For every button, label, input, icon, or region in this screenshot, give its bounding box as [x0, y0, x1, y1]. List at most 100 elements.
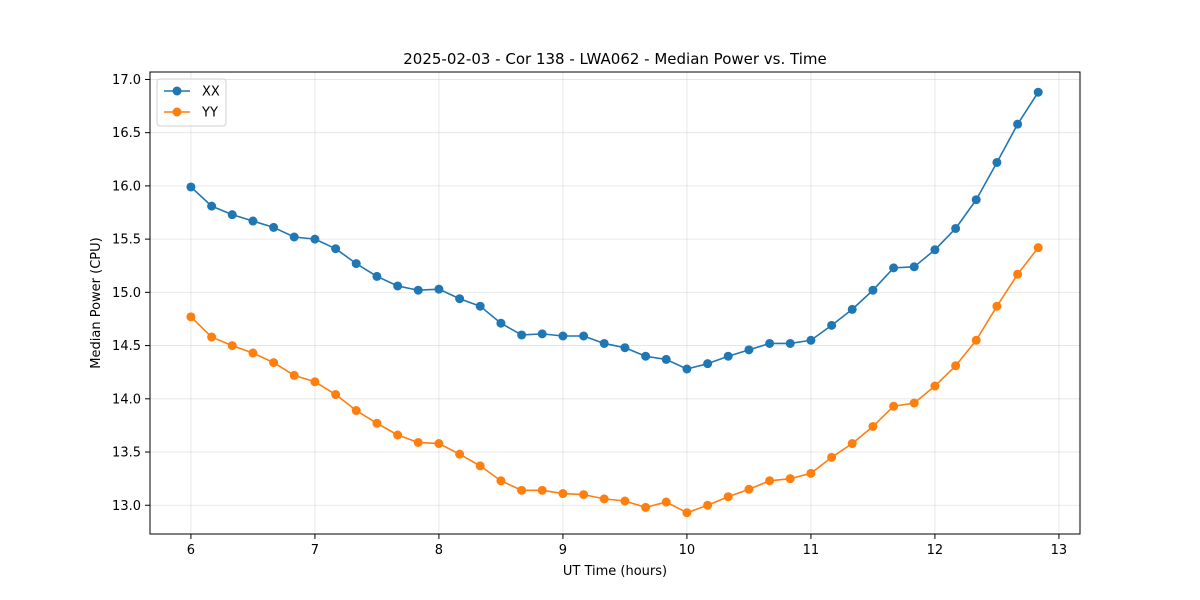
y-tick-label: 14.5: [112, 339, 141, 354]
data-point-yy: [682, 508, 692, 518]
data-point-xx: [517, 330, 527, 340]
data-point-xx: [1013, 119, 1023, 129]
data-point-xx: [620, 343, 630, 353]
data-point-xx: [930, 245, 940, 255]
y-tick-label: 16.5: [112, 126, 141, 141]
data-point-yy: [661, 497, 671, 507]
data-point-xx: [806, 335, 816, 345]
tick-layer: 6 7 8 9 10 11 12 13 13.0 13.5 14.0 14.5 15.0 15.5 16.0…: [112, 73, 1067, 558]
y-tick-label: 16.0: [112, 179, 141, 194]
data-point-xx: [269, 222, 279, 232]
x-tick-label: 13: [1051, 543, 1068, 558]
data-point-xx: [723, 351, 733, 361]
data-point-yy: [579, 490, 589, 500]
data-point-yy: [641, 502, 651, 512]
data-point-yy: [889, 401, 899, 411]
y-tick-label: 17.0: [112, 73, 141, 88]
x-tick-label: 11: [803, 543, 820, 558]
data-point-yy: [310, 377, 320, 387]
data-point-yy: [455, 449, 465, 459]
data-point-yy: [1013, 269, 1023, 279]
y-tick-label: 15.5: [112, 233, 141, 248]
data-point-xx: [434, 284, 444, 294]
data-point-xx: [475, 301, 485, 311]
data-point-yy: [930, 381, 940, 391]
data-point-xx: [661, 354, 671, 364]
data-point-yy: [351, 406, 361, 416]
data-point-xx: [827, 320, 837, 330]
data-point-yy: [393, 430, 403, 440]
plot-frame: [149, 71, 1081, 535]
data-point-yy: [496, 476, 506, 486]
data-point-xx: [372, 271, 382, 281]
legend: XX YY: [156, 78, 227, 127]
chart-title: 2025-02-03 - Cor 138 - LWA062 - Median P…: [403, 50, 827, 68]
data-point-yy: [186, 312, 196, 322]
data-point-xx: [785, 338, 795, 348]
x-tick-label: 7: [311, 543, 319, 558]
data-point-xx: [703, 359, 713, 369]
data-point-yy: [951, 361, 961, 371]
data-point-yy: [517, 485, 527, 495]
data-point-xx: [641, 351, 651, 361]
data-point-xx: [744, 345, 754, 355]
data-point-yy: [703, 500, 713, 510]
data-point-yy: [289, 370, 299, 380]
data-point-yy: [413, 437, 423, 447]
data-point-xx: [765, 338, 775, 348]
data-point-xx: [496, 318, 506, 328]
plot-area: [150, 72, 1080, 534]
data-point-yy: [537, 485, 547, 495]
data-point-yy: [806, 468, 816, 478]
data-point-xx: [393, 281, 403, 291]
data-point-xx: [207, 201, 217, 211]
data-point-yy: [207, 332, 217, 342]
data-point-yy: [475, 461, 485, 471]
data-point-xx: [537, 329, 547, 339]
data-point-xx: [351, 259, 361, 269]
data-point-xx: [186, 182, 196, 192]
grid-layer: [150, 72, 1080, 534]
legend-marker-yy: [172, 107, 182, 117]
data-point-yy: [827, 452, 837, 462]
data-point-yy: [723, 492, 733, 502]
x-tick-label: 9: [559, 543, 567, 558]
data-point-yy: [992, 301, 1002, 311]
data-point-yy: [331, 390, 341, 400]
data-point-xx: [868, 285, 878, 295]
data-point-xx: [289, 232, 299, 242]
x-axis-label: UT Time (hours): [563, 564, 667, 579]
legend-label-xx: XX: [202, 85, 220, 100]
data-point-yy: [1033, 243, 1043, 253]
data-point-xx: [1033, 87, 1043, 97]
data-point-yy: [227, 341, 237, 351]
legend-marker-xx: [172, 86, 182, 96]
data-point-yy: [558, 489, 568, 499]
y-tick-label: 13.0: [112, 499, 141, 514]
data-point-yy: [248, 348, 258, 358]
data-point-xx: [992, 157, 1002, 167]
y-axis-label: Median Power (CPU): [89, 237, 104, 368]
data-point-xx: [599, 338, 609, 348]
y-tick-label: 14.0: [112, 392, 141, 407]
data-point-xx: [310, 234, 320, 244]
x-tick-label: 10: [679, 543, 696, 558]
data-point-yy: [434, 439, 444, 449]
data-point-xx: [579, 331, 589, 341]
data-point-xx: [558, 331, 568, 341]
data-point-xx: [909, 262, 919, 272]
data-point-yy: [744, 484, 754, 494]
data-point-yy: [599, 494, 609, 504]
data-point-xx: [971, 195, 981, 205]
data-point-yy: [620, 496, 630, 506]
series-layer: [186, 87, 1043, 518]
x-tick-label: 12: [927, 543, 944, 558]
data-point-xx: [331, 244, 341, 254]
data-point-yy: [372, 418, 382, 428]
y-tick-label: 13.5: [112, 446, 141, 461]
data-point-xx: [227, 210, 237, 220]
data-point-xx: [889, 263, 899, 273]
data-point-yy: [868, 421, 878, 431]
data-point-yy: [785, 474, 795, 484]
